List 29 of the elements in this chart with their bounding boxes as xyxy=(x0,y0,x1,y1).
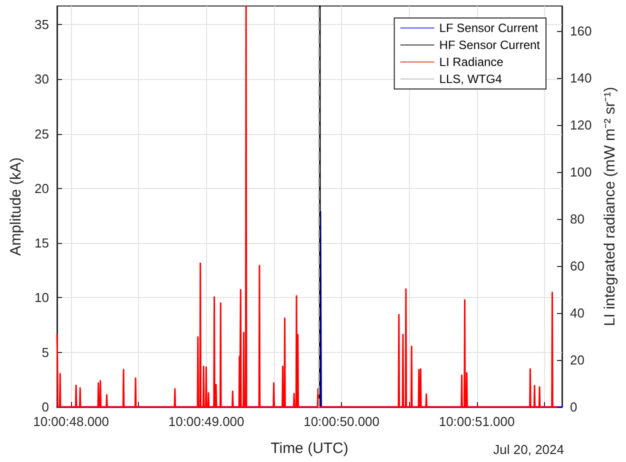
y2-tick-label: 160 xyxy=(570,24,592,39)
legend-label: LLS, WTG4 xyxy=(439,72,502,86)
y2-tick-label: 120 xyxy=(570,118,592,133)
y2-tick-label: 100 xyxy=(570,164,592,180)
y-tick-label: 5 xyxy=(42,344,49,360)
x-tick-label: 10:00:51.000 xyxy=(438,414,515,429)
y2-tick-label: 20 xyxy=(570,352,584,368)
y-tick-label: 25 xyxy=(34,126,49,142)
y-tick-label: 35 xyxy=(34,17,49,32)
legend-label: LI Radiance xyxy=(439,55,504,69)
y2-tick-label: 80 xyxy=(570,212,584,227)
y2-tick-label: 60 xyxy=(570,258,584,274)
x-tick-label: 10:00:50.000 xyxy=(304,414,380,429)
y-tick-label: 0 xyxy=(42,400,49,414)
y-axis-title: Amplitude (kA) xyxy=(8,157,25,256)
x-tick-label: 10:00:49.000 xyxy=(168,414,244,429)
y-tick-label: 15 xyxy=(34,236,49,251)
y2-tick-label: 40 xyxy=(570,306,584,321)
x-axis-title: Time (UTC) xyxy=(270,440,348,457)
y-tick-label: 10 xyxy=(34,290,49,306)
y-tick-label: 20 xyxy=(34,180,49,196)
y2-axis-title: LI integrated radiance (mW m⁻² sr⁻¹) xyxy=(602,86,619,326)
text: Jul 20, 2024 xyxy=(493,442,564,457)
y2-tick-label: 0 xyxy=(570,400,578,414)
x-tick-label: 10:00:48.000 xyxy=(33,414,110,429)
y2-tick-label: 140 xyxy=(570,70,592,86)
y-tick-label: 30 xyxy=(34,72,49,87)
legend-label: LF Sensor Current xyxy=(439,21,539,35)
legend-label: HF Sensor Current xyxy=(439,38,541,52)
